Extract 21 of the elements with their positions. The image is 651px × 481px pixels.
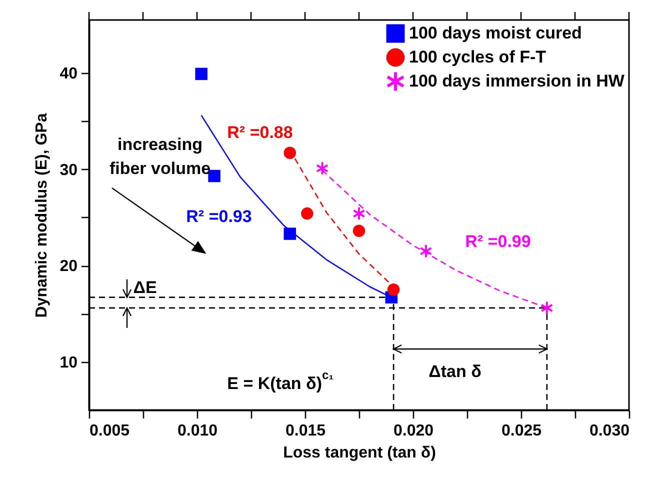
y-tick-label: 20 <box>60 258 78 276</box>
annotation: Δtan δ <box>428 362 482 381</box>
y-tick-label: 30 <box>60 162 78 179</box>
y-tick-label: 10 <box>60 354 78 372</box>
x-tick-label: 0.030 <box>589 422 630 440</box>
legend-label: 100 cycles of F-T <box>409 48 547 66</box>
x-tick-label: 0.015 <box>285 422 326 440</box>
y-tick-label: 40 <box>60 65 78 82</box>
x-tick-label: 0.025 <box>501 422 542 440</box>
x-tick-label: 0.005 <box>90 422 130 440</box>
annotation: R² =0.99 <box>465 232 531 251</box>
y-axis-title: Dynamic modulus (E), GPa <box>34 113 51 318</box>
legend-label: 100 days moist cured <box>409 24 582 42</box>
annotation: increasing fiber volume <box>109 135 211 178</box>
x-tick-label: 0.010 <box>177 422 218 440</box>
annotation: ΔE <box>133 278 157 297</box>
legend-label: 100 days immersion in HW <box>409 72 626 90</box>
x-tick-label: 0.020 <box>393 422 434 440</box>
x-axis-title: Loss tangent (tan δ) <box>283 444 436 462</box>
annotation: R² =0.88 <box>227 123 293 142</box>
annotation: R² =0.93 <box>186 207 252 226</box>
